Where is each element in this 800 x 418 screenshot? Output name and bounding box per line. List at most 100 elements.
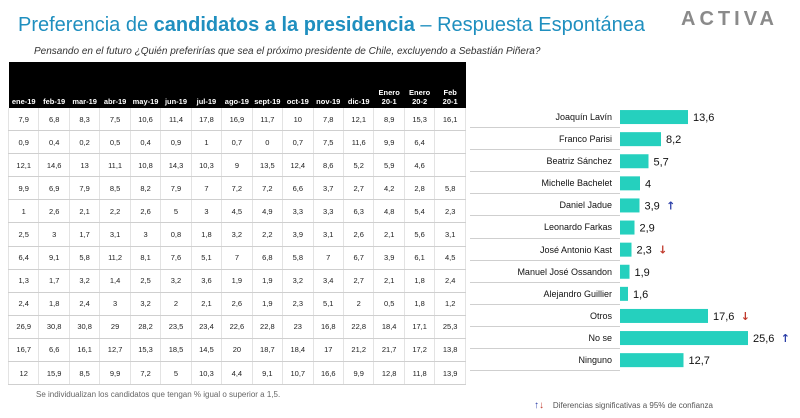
history-cell: 4,2 [373,176,405,201]
history-cell: 5,9 [373,153,405,178]
history-cell: 4,5 [434,246,466,270]
history-cell: 2,5 [130,269,162,293]
history-column-header: abr-19 [99,62,131,108]
history-column-header: Enero 20-1 [373,62,405,108]
history-cell: 0,8 [160,222,192,247]
history-cell: 26,9 [7,315,40,339]
bar-value-label: 17,6 [713,311,734,323]
history-cell: 12,8 [373,361,405,386]
candidate-name: Leonardo Farkas [470,216,620,239]
arrow-up-icon: ↑ [534,400,539,411]
bar [620,154,649,169]
history-cell: 10 [282,108,314,132]
bar [620,264,630,279]
history-cell: 15,3 [130,338,162,363]
history-cell: 6,7 [343,246,375,270]
history-cell: 7,5 [99,108,131,132]
history-cell: 12,7 [99,338,131,363]
history-cell: 16,7 [7,338,40,363]
bar-value-label: 3,9 [645,200,660,212]
history-cell: 7,9 [7,108,40,132]
history-cell: 18,7 [252,338,284,363]
history-cell: 5,8 [69,246,101,270]
page-title: Preferencia de candidatos a la presidenc… [18,14,645,37]
bar [620,110,688,125]
history-cell: 12,4 [282,153,314,178]
history-cell: 3,2 [130,292,162,316]
history-cell: 4,8 [373,199,405,224]
history-cell: 3,9 [282,222,314,247]
history-cell: 7,9 [69,176,101,201]
history-cell: 12 [7,361,40,386]
history-cell: 7 [191,176,223,201]
history-cell: 9,1 [252,361,284,386]
history-cell: 10,3 [191,153,223,178]
history-cell [434,130,466,155]
history-cell: 8,5 [99,176,131,201]
candidate-name: Joaquín Lavín [470,106,620,129]
history-cell: 6,8 [252,246,284,270]
history-cell: 3,9 [373,246,405,270]
history-cell: 2,4 [7,292,40,316]
bar [620,220,635,235]
table-row: 6,4 9,1 5,8 11,2 8,1 7,6 5,1 7 6,8 5,8 7 6,7 3,9 6,1 4… [7,246,466,270]
history-cell: 2,4 [69,292,101,316]
candidate-name: José Antonio Kast [470,239,620,261]
history-cell: 23,4 [191,315,223,339]
history-cell: 9,9 [7,176,40,201]
history-cell: 9,9 [373,130,405,155]
history-cell: 6,6 [282,176,314,201]
history-cell: 0,2 [69,130,101,155]
history-cell: 18,4 [282,338,314,363]
history-cell: 22,8 [252,315,284,339]
history-cell: 18,5 [160,338,192,363]
table-row: 7,9 6,8 8,3 7,5 10,6 11,4 17,8 16,9 11,7 10 7,8 12,… [7,108,466,132]
history-cell: 25,3 [434,315,466,339]
history-cell: 3,2 [160,269,192,293]
arrow-down-icon: ↓ [741,310,750,323]
history-cell: 2,6 [130,199,162,224]
history-cell: 22,6 [221,315,253,339]
history-cell: 3,2 [221,222,253,247]
history-cell: 1,7 [38,269,70,293]
candidate-name: Otros [470,305,620,327]
history-cell: 1,8 [38,292,70,316]
history-cell: 15,3 [404,108,436,132]
candidate-name: Daniel Jadue [470,194,620,217]
history-cell: 3,6 [191,269,223,293]
history-cell: 0,7 [282,130,314,155]
history-cell: 0 [252,130,284,155]
history-cell: 0,4 [130,130,162,155]
bar [620,308,708,323]
history-cell: 2,2 [99,199,131,224]
history-cell: 3 [191,199,223,224]
history-cell: 29 [99,315,131,339]
bar [620,198,640,213]
history-cell: 11,7 [252,108,284,132]
history-cell: 2,5 [7,222,40,247]
history-cell: 0,7 [221,130,253,155]
history-cell: 4,6 [404,153,436,178]
history-cell: 11,6 [343,130,375,155]
history-cell: 5,8 [282,246,314,270]
history-cell: 3,1 [99,222,131,247]
activa-logo: ACTIVA [681,8,778,30]
history-cell: 2,8 [404,176,436,201]
history-cell: 5,2 [343,153,375,178]
history-cell: 7 [221,246,253,270]
history-cell: 28,2 [130,315,162,339]
history-column-header: ene-19 [8,62,39,108]
history-column-header: oct-19 [282,62,314,108]
history-cell: 7,6 [160,246,192,270]
history-cell: 11,2 [99,246,131,270]
history-column-header: ago-19 [221,62,253,108]
candidate-name: No se [470,327,620,350]
history-cell: 7,2 [130,361,162,386]
history-cell: 1,9 [252,292,284,316]
arrow-down-icon: ↓ [539,400,544,411]
bar-value-label: 2,9 [640,223,655,235]
history-cell: 7 [313,246,344,270]
history-cell: 3 [130,222,162,247]
history-cell: 2,1 [69,199,101,224]
history-cell: 0,5 [99,130,131,155]
